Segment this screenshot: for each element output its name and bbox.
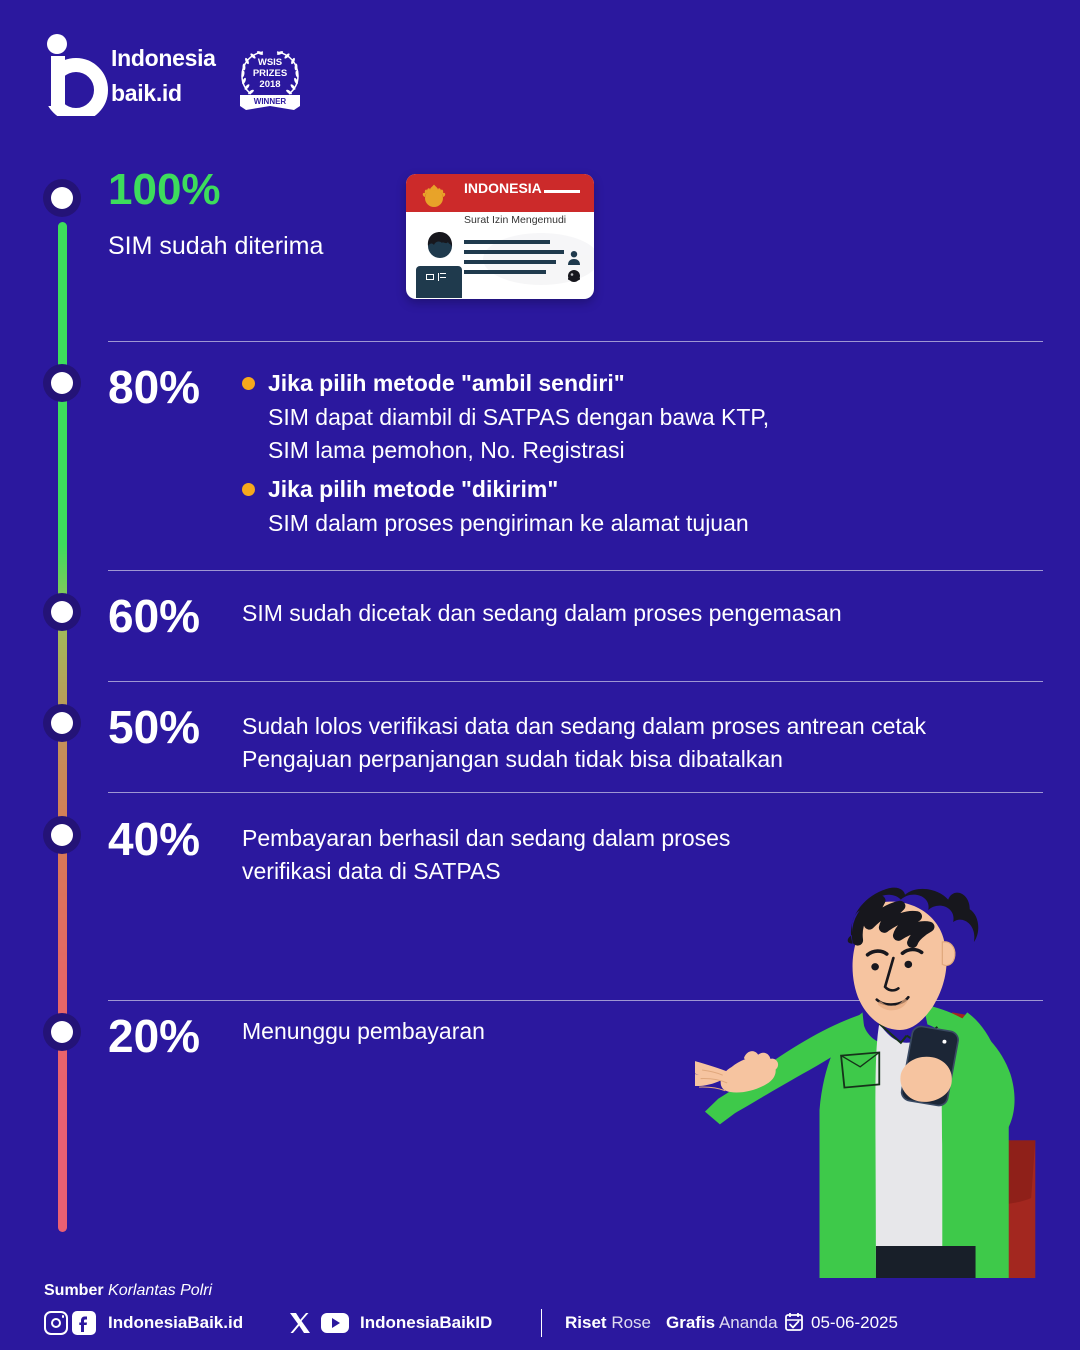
svg-text:WSIS: WSIS [258, 57, 282, 68]
svg-text:WINNER: WINNER [254, 97, 287, 106]
svg-text:PRIZES: PRIZES [253, 68, 287, 79]
svg-text:2018: 2018 [259, 79, 280, 90]
